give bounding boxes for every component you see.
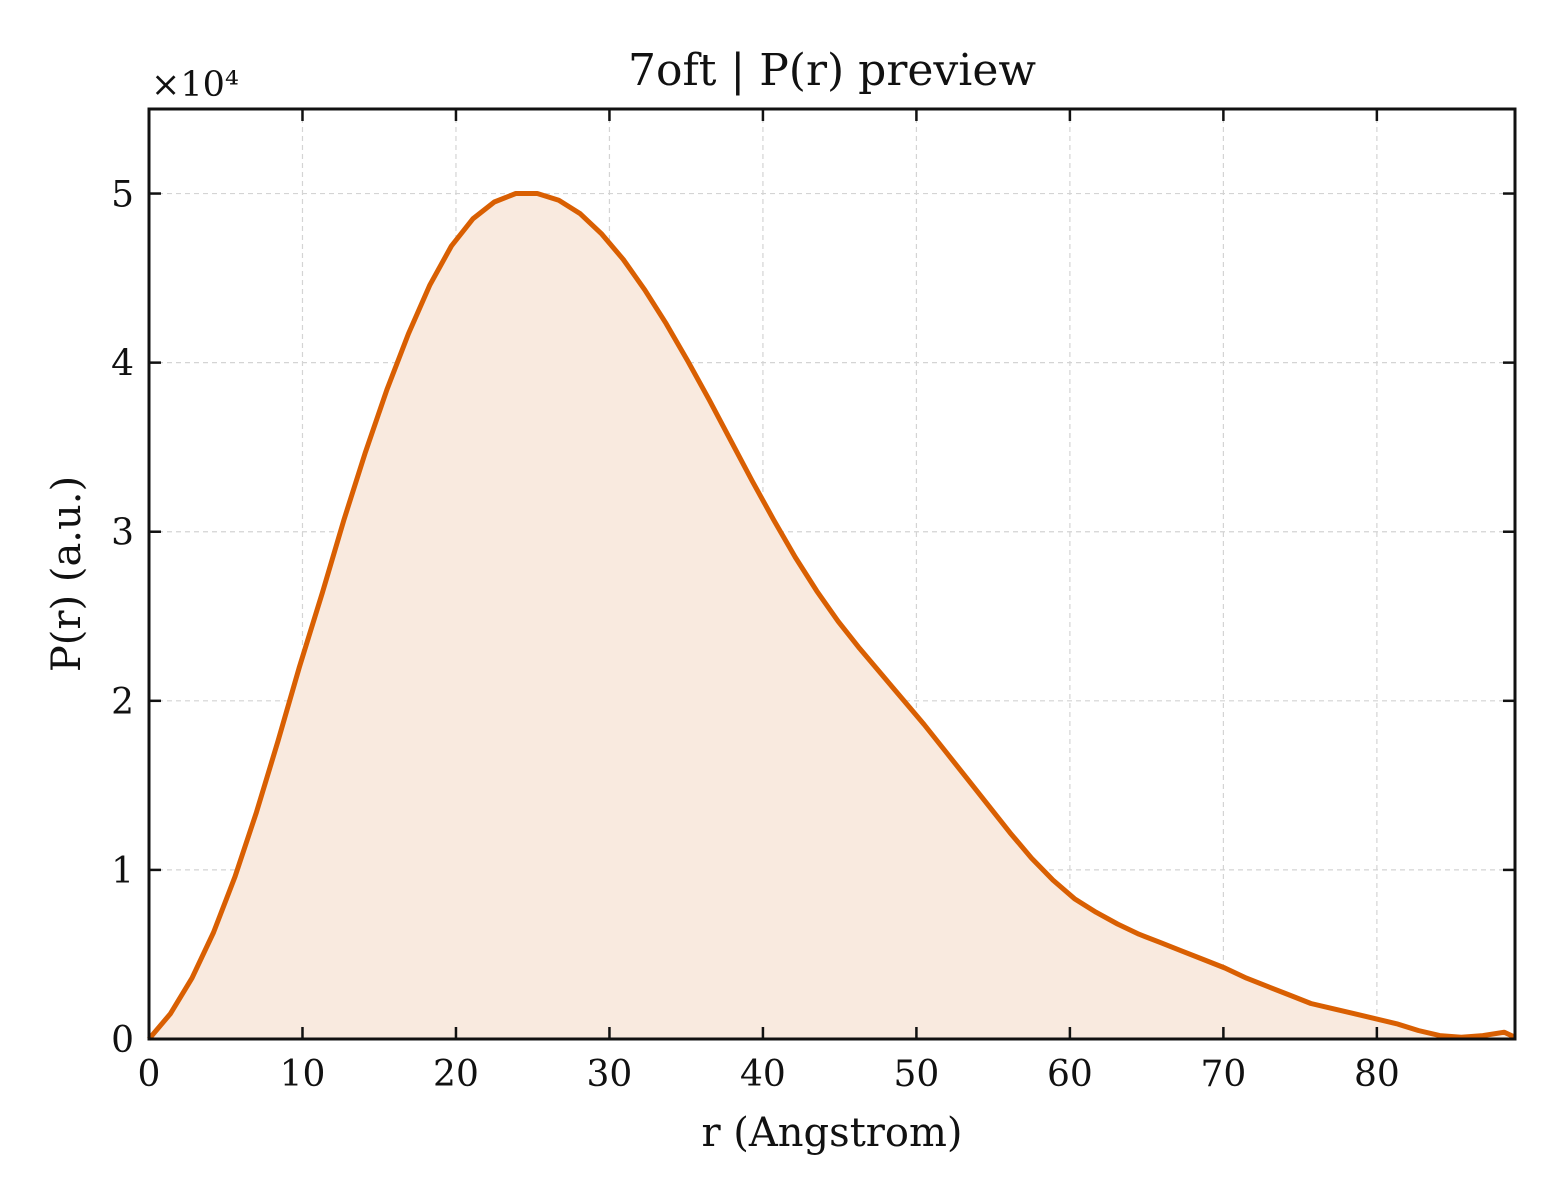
y-axis-multiplier: ×10⁴ [151, 65, 239, 105]
x-tick-label: 80 [1354, 1054, 1400, 1095]
y-tick-label: 4 [111, 344, 134, 385]
x-axis-label: r (Angstrom) [701, 1110, 962, 1156]
y-tick-label: 1 [111, 851, 134, 892]
x-tick-label: 10 [280, 1054, 326, 1095]
x-tick-label: 40 [740, 1054, 786, 1095]
x-tick-label: 20 [433, 1054, 479, 1095]
axis-ticks [147, 109, 1515, 1041]
x-tick-label: 60 [1047, 1054, 1093, 1095]
y-tick-label: 2 [111, 682, 134, 723]
y-axis-label: P(r) (a.u.) [44, 476, 90, 672]
chart-title: 7oft | P(r) preview [628, 45, 1036, 96]
plot-frame [147, 107, 1517, 1041]
x-tick-label: 70 [1200, 1054, 1246, 1095]
data-layer [147, 191, 1517, 1041]
x-tick-label: 50 [894, 1054, 940, 1095]
y-tick-label: 0 [111, 1020, 134, 1061]
series-line [147, 191, 1517, 1041]
y-tick-label: 3 [111, 513, 134, 554]
tick-labels: 0 10 20 30 40 50 60 70 80 0 1 2 3 4 5 [111, 175, 1400, 1095]
y-tick-label: 5 [111, 175, 134, 216]
x-tick-label: 0 [138, 1054, 161, 1095]
x-tick-label: 30 [587, 1054, 633, 1095]
